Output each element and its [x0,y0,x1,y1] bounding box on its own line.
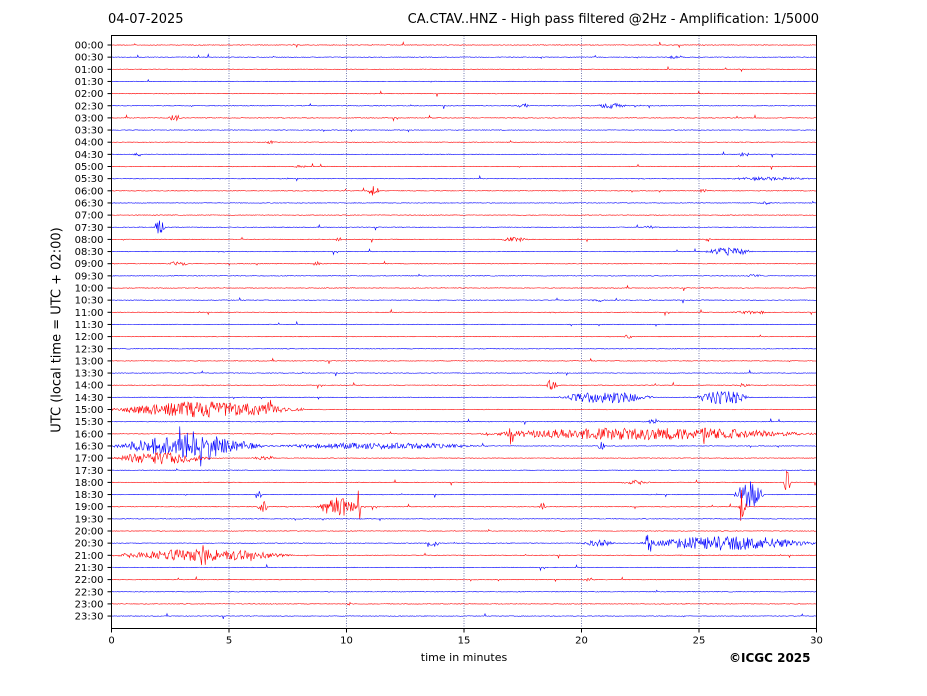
trace-line-04:00 [111,140,817,145]
trace-line-11:30 [111,320,817,327]
y-tick-label-14:00: 14:00 [75,381,104,392]
trace-line-15:30 [111,417,817,425]
trace-line-03:30 [111,129,817,133]
grid-layer [228,35,700,629]
x-tick-label-5: 5 [226,636,232,647]
y-tick-label-09:30: 09:30 [75,271,104,282]
trace-line-01:00 [111,65,817,73]
y-tick-label-07:00: 07:00 [75,211,104,222]
y-tick-label-08:00: 08:00 [75,235,104,246]
y-tick-label-01:30: 01:30 [75,77,104,88]
y-tick-label-10:00: 10:00 [75,284,104,295]
trace-line-18:30 [111,481,817,508]
y-tick-label-20:30: 20:30 [75,539,104,550]
trace-line-14:00 [111,379,817,391]
y-tick-label-14:30: 14:30 [75,393,104,404]
y-tick-label-06:00: 06:00 [75,186,104,197]
y-tick-label-00:30: 00:30 [75,53,104,64]
trace-line-11:00 [111,308,817,317]
copyright-label: ©ICGC 2025 [729,651,811,665]
y-tick-label-03:00: 03:00 [75,113,104,124]
y-tick-label-02:30: 02:30 [75,101,104,112]
chart-title: CA.CTAV..HNZ - High pass filtered @2Hz -… [407,12,819,27]
trace-line-22:00 [111,575,817,583]
y-tick-label-16:00: 16:00 [75,429,104,440]
y-tick-label-17:00: 17:00 [75,454,104,465]
plot-date: 04-07-2025 [108,12,184,27]
x-tick-label-10: 10 [340,636,353,647]
x-axis-label: time in minutes [420,651,508,664]
trace-line-17:30 [111,468,817,471]
y-tick-label-20:00: 20:00 [75,527,104,538]
x-tick-label-30: 30 [810,636,823,647]
trace-line-10:30 [111,296,817,304]
y-tick-label-22:30: 22:30 [75,587,104,598]
x-tick-label-15: 15 [458,636,471,647]
trace-line-19:00 [111,489,817,521]
y-tick-label-10:30: 10:30 [75,296,104,307]
y-tick-label-21:00: 21:00 [75,551,104,562]
y-tick-label-23:00: 23:00 [75,599,104,610]
y-tick-label-19:00: 19:00 [75,502,104,513]
y-tick-label-00:00: 00:00 [75,41,104,52]
y-tick-label-13:00: 13:00 [75,356,104,367]
trace-line-07:30 [111,220,817,234]
y-tick-label-15:00: 15:00 [75,405,104,416]
y-tick-label-17:30: 17:30 [75,466,104,477]
y-tick-label-05:30: 05:30 [75,174,104,185]
y-tick-label-04:30: 04:30 [75,150,104,161]
trace-line-12:00 [111,334,817,339]
y-tick-label-05:00: 05:00 [75,162,104,173]
y-tick-label-06:30: 06:30 [75,198,104,209]
y-tick-label-21:30: 21:30 [75,563,104,574]
y-tick-label-03:30: 03:30 [75,126,104,137]
y-tick-label-11:00: 11:00 [75,308,104,319]
y-tick-label-23:30: 23:30 [75,612,104,623]
y-tick-label-19:30: 19:30 [75,514,104,525]
trace-line-08:00 [111,236,817,243]
y-tick-label-15:30: 15:30 [75,417,104,428]
y-tick-label-18:30: 18:30 [75,490,104,501]
y-tick-label-09:00: 09:00 [75,259,104,270]
y-tick-label-18:00: 18:00 [75,478,104,489]
x-tick-label-25: 25 [693,636,706,647]
y-tick-label-22:00: 22:00 [75,575,104,586]
y-tick-label-12:00: 12:00 [75,332,104,343]
y-tick-label-04:00: 04:00 [75,138,104,149]
y-tick-label-02:00: 02:00 [75,89,104,100]
trace-line-14:30 [111,390,817,405]
y-tick-label-07:30: 07:30 [75,223,104,234]
y-tick-label-12:30: 12:30 [75,344,104,355]
y-tick-label-08:30: 08:30 [75,247,104,258]
trace-line-00:00 [111,41,817,49]
trace-line-21:30 [111,563,817,572]
y-tick-label-16:30: 16:30 [75,441,104,452]
y-tick-label-11:30: 11:30 [75,320,104,331]
x-axis: 0 5 10 15 20 25 30 [108,628,823,647]
y-tick-label-13:30: 13:30 [75,369,104,380]
trace-line-04:30 [111,150,817,158]
trace-line-07:00 [111,214,817,216]
plot-frame [111,35,817,629]
x-tick-label-20: 20 [575,636,588,647]
y-tick-label-01:00: 01:00 [75,65,104,76]
x-tick-label-0: 0 [108,636,114,647]
trace-line-18:00 [111,470,817,491]
trace-line-00:30 [111,53,817,60]
